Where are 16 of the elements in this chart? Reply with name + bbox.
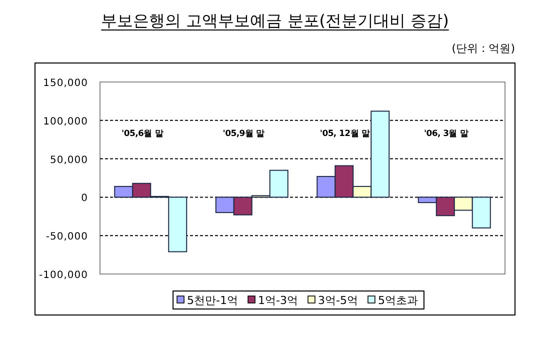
legend-label: 5천만-1억 [187, 294, 238, 307]
y-tick-label: -100,000 [39, 270, 88, 281]
y-tick-label: 150,000 [43, 78, 88, 89]
legend-label: 3억-5억 [318, 294, 358, 307]
legend-label: 1억-3억 [258, 294, 298, 307]
chart-title: 부보은행의 고액부보예금 분포(전분기대비 증감) [101, 11, 449, 30]
x-tick-label: '05,6월 말 [122, 128, 164, 139]
x-tick-label: '05,9월 말 [222, 128, 266, 139]
y-tick-label: 50,000 [50, 154, 88, 166]
y-tick-label: -50,000 [46, 232, 88, 243]
y-tick-label: 0 [81, 193, 88, 204]
x-tick-label: '05, 12월 말 [320, 128, 371, 139]
legend-label: 5억초과 [378, 294, 418, 307]
x-tick-label: '06, 3월 말 [424, 128, 470, 139]
text: (단위 : 억원) [452, 42, 515, 55]
y-tick-label: 100,000 [43, 116, 88, 128]
